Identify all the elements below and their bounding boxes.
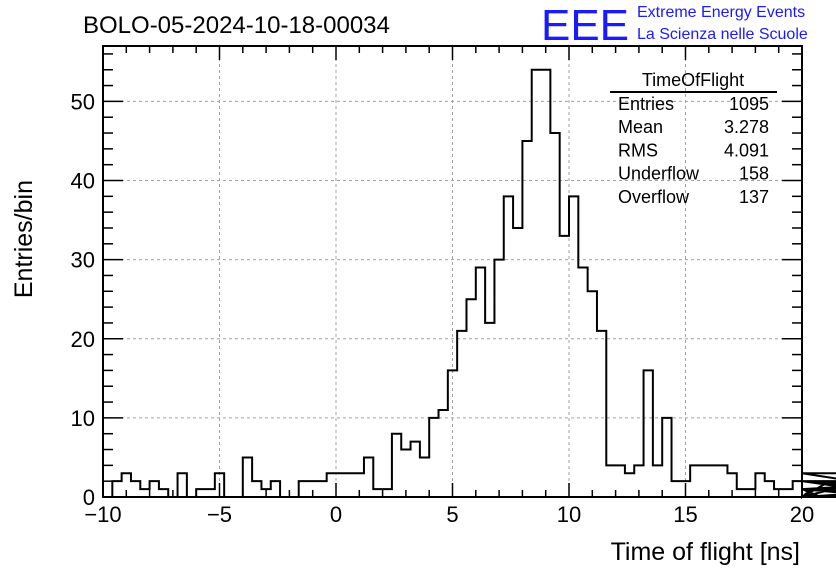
stats-title: TimeOfFlight <box>642 70 744 90</box>
stats-value: 4.091 <box>724 140 769 160</box>
y-tick-label: 0 <box>83 485 95 510</box>
y-tick-label: 20 <box>71 327 95 352</box>
x-tick-label: −5 <box>207 502 232 527</box>
axis-ticks <box>102 46 803 498</box>
stats-label: Underflow <box>618 164 700 184</box>
x-tick-label: 15 <box>673 502 697 527</box>
y-tick-label: 50 <box>71 89 95 114</box>
logo-line-2: La Scienza nelle Scuole <box>637 26 808 43</box>
y-tick-label: 10 <box>71 406 95 431</box>
grid-lines <box>103 46 802 497</box>
x-tick-labels: −10 −5 0 5 10 15 20 <box>84 502 814 527</box>
x-tick-label: 5 <box>446 502 458 527</box>
x-tick-label: −10 <box>84 502 121 527</box>
stats-value: 137 <box>739 187 769 207</box>
eee-logo: EEE Extreme Energy Events La Scienza nel… <box>541 1 808 50</box>
y-tick-label: 40 <box>71 169 95 194</box>
x-tick-label: 10 <box>557 502 581 527</box>
stats-label: Mean <box>618 117 663 137</box>
stats-box: TimeOfFlight Entries 1095 Mean 3.278 RMS 4.09… <box>610 70 777 207</box>
x-tick-label: 20 <box>790 502 814 527</box>
x-axis-label: Time of flight [ns] <box>611 538 800 566</box>
logo-line-1: Extreme Energy Events <box>637 4 805 21</box>
stats-value: 1095 <box>729 94 769 114</box>
chart-title: BOLO-05-2024-10-18-00034 <box>83 12 390 39</box>
y-tick-labels: 0 10 20 30 40 50 <box>71 89 95 510</box>
stats-rows: Entries 1095 Mean 3.278 RMS 4.091 Underflow 158… <box>618 94 769 207</box>
eee-logo-mark: EEE <box>541 1 629 50</box>
stats-label: Overflow <box>618 187 690 207</box>
stats-value: 158 <box>739 164 769 184</box>
x-tick-label: 0 <box>330 502 342 527</box>
stats-value: 3.278 <box>724 117 769 137</box>
stats-label: Entries <box>618 94 674 114</box>
y-tick-label: 30 <box>71 248 95 273</box>
stats-label: RMS <box>618 140 658 160</box>
y-axis-label: Entries/bin <box>10 180 38 298</box>
